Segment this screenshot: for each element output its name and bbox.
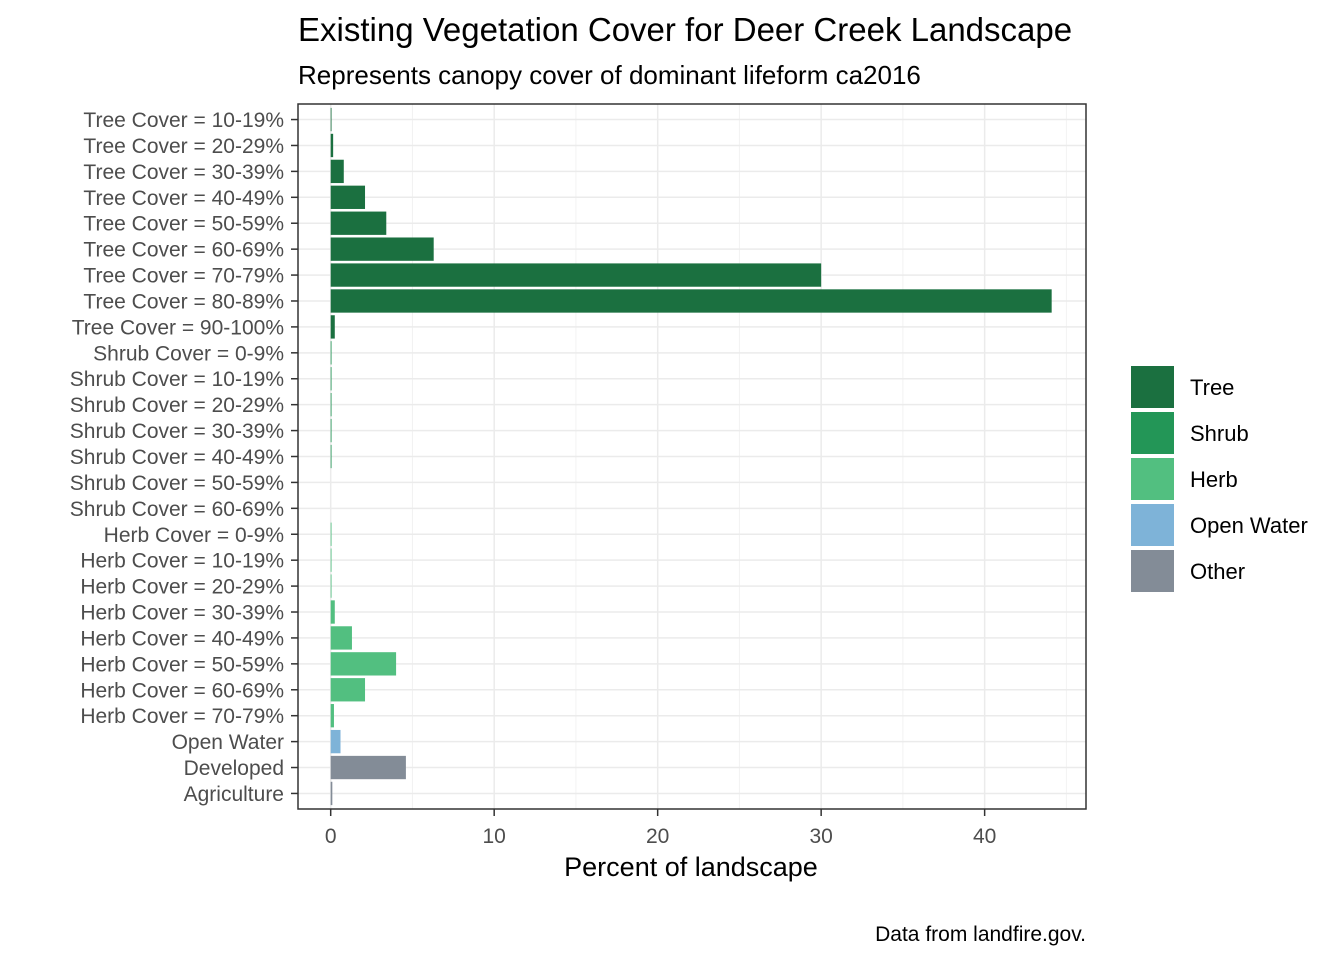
x-axis: 0 10 20 30 40: [325, 809, 996, 848]
bar: [330, 729, 341, 754]
y-tick-label: Shrub Cover = 40-49%: [70, 446, 284, 469]
y-tick-label: Tree Cover = 40-49%: [83, 187, 284, 210]
legend-label: Open Water: [1190, 513, 1308, 538]
y-tick-label: Tree Cover = 50-59%: [83, 213, 284, 236]
y-tick-label: Shrub Cover = 10-19%: [70, 368, 284, 391]
y-tick-label: Tree Cover = 80-89%: [83, 290, 284, 313]
legend-label: Other: [1190, 559, 1245, 584]
y-tick-label: Shrub Cover = 0-9%: [93, 342, 284, 365]
bar: [330, 315, 335, 339]
legend-label: Tree: [1190, 375, 1234, 400]
x-tick-label: 0: [325, 825, 337, 848]
bar: [330, 185, 366, 209]
y-tick-label: Herb Cover = 20-29%: [80, 576, 284, 599]
bar: [330, 211, 387, 235]
bar: [330, 289, 1052, 313]
y-tick-label: Tree Cover = 70-79%: [83, 265, 284, 288]
bar: [330, 600, 335, 624]
bar: [330, 444, 332, 469]
y-tick-label: Developed: [184, 757, 284, 780]
chart-subtitle: Represents canopy cover of dominant life…: [298, 60, 921, 90]
y-tick-label: Herb Cover = 30-39%: [80, 602, 284, 625]
legend-key: [1131, 550, 1174, 592]
chart-title: Existing Vegetation Cover for Deer Creek…: [298, 11, 1072, 48]
bar: [330, 392, 332, 417]
bar: [330, 678, 366, 702]
bar: [330, 133, 334, 158]
y-tick-label: Shrub Cover = 30-39%: [70, 420, 284, 443]
chart-caption: Data from landfire.gov.: [875, 923, 1086, 946]
bar: [330, 263, 822, 287]
x-tick-label: 40: [973, 825, 996, 848]
legend-label: Shrub: [1190, 421, 1249, 446]
x-tick-label: 10: [483, 825, 506, 848]
legend-key: [1131, 458, 1174, 500]
bar: [330, 522, 332, 546]
bars: [330, 107, 1052, 806]
y-tick-label: Herb Cover = 50-59%: [80, 653, 284, 676]
y-tick-label: Shrub Cover = 60-69%: [70, 498, 284, 521]
grid-major: [298, 104, 1086, 809]
y-tick-label: Herb Cover = 40-49%: [80, 627, 284, 650]
bar: [330, 652, 397, 676]
x-tick-label: 20: [646, 825, 669, 848]
bar: [330, 107, 332, 132]
y-tick-label: Tree Cover = 90-100%: [72, 316, 284, 339]
bar: [330, 367, 332, 391]
bar: [330, 548, 332, 572]
bar: [330, 159, 344, 184]
y-tick-label: Herb Cover = 60-69%: [80, 679, 284, 702]
y-tick-label: Tree Cover = 20-29%: [83, 135, 284, 158]
y-tick-label: Tree Cover = 10-19%: [83, 109, 284, 132]
y-tick-label: Herb Cover = 0-9%: [104, 524, 284, 547]
y-tick-label: Herb Cover = 10-19%: [80, 550, 284, 573]
legend-key: [1131, 504, 1174, 546]
legend-label: Herb: [1190, 467, 1238, 492]
legend: Tree Shrub Herb Open Water Other: [1131, 366, 1308, 592]
bar: [330, 574, 332, 598]
bar: [330, 755, 406, 780]
bar: [330, 341, 332, 365]
bar: [330, 237, 434, 261]
y-tick-label: Shrub Cover = 50-59%: [70, 472, 284, 495]
legend-key: [1131, 366, 1174, 408]
y-tick-label: Shrub Cover = 20-29%: [70, 394, 284, 417]
y-tick-label: Open Water: [172, 731, 284, 754]
y-tick-label: Tree Cover = 30-39%: [83, 161, 284, 184]
y-tick-label: Agriculture: [184, 783, 284, 806]
y-tick-label: Herb Cover = 70-79%: [80, 705, 284, 728]
bar: [330, 418, 332, 443]
bar: [330, 626, 352, 650]
legend-key: [1131, 412, 1174, 454]
bar: [330, 781, 333, 806]
x-axis-label: Percent of landscape: [564, 852, 818, 882]
x-tick-label: 30: [809, 825, 832, 848]
bar: [330, 704, 334, 728]
y-axis: Tree Cover = 10-19% Tree Cover = 20-29% Tr…: [70, 109, 298, 806]
y-tick-label: Tree Cover = 60-69%: [83, 239, 284, 262]
